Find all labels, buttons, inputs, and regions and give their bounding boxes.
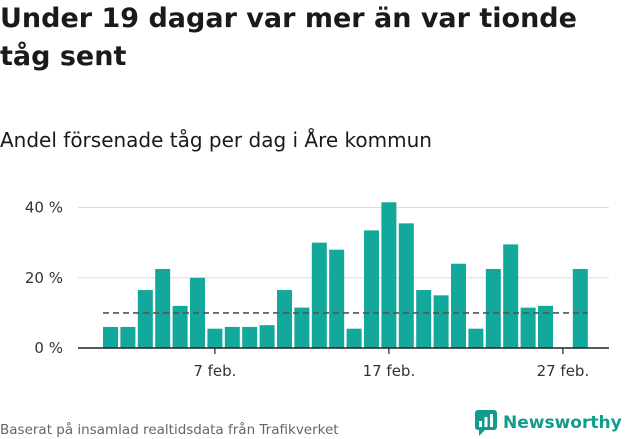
bar	[172, 305, 188, 348]
bar	[259, 325, 275, 348]
x-tick-label: 17 feb.	[363, 362, 416, 380]
bar	[120, 326, 136, 348]
bar	[433, 295, 449, 348]
bar	[224, 326, 240, 348]
brand-name: Newsworthy	[503, 413, 622, 433]
bar	[572, 269, 588, 348]
bar	[451, 263, 466, 348]
bar	[485, 269, 501, 348]
newsworthy-logo-icon	[475, 410, 497, 436]
bars	[103, 202, 588, 348]
bar	[329, 249, 345, 348]
y-axis-ticks: 0 % 20 % 40 %	[25, 199, 63, 357]
bar	[538, 305, 553, 348]
y-tick-label: 0 %	[34, 339, 63, 357]
bar	[294, 307, 310, 348]
bar	[346, 328, 362, 348]
bar	[503, 244, 519, 348]
bar	[520, 307, 536, 348]
y-tick-label: 20 %	[25, 269, 63, 287]
bar-chart: 0 % 20 % 40 % 7 feb. 17 feb. 27 feb.	[25, 199, 609, 380]
bar	[137, 290, 153, 348]
x-tick-label: 27 feb.	[537, 362, 590, 380]
bar	[103, 326, 118, 348]
brand-logo[interactable]: Newsworthy	[475, 408, 622, 438]
bar	[398, 223, 414, 348]
x-axis-ticks: 7 feb. 17 feb. 27 feb.	[193, 348, 589, 380]
chart-title: Under 19 dagar var mer än var tionde tåg…	[0, 3, 577, 72]
bar	[207, 328, 223, 348]
bar	[277, 290, 292, 348]
bar	[155, 269, 171, 348]
chart-subtitle: Andel försenade tåg per dag i Åre kommun	[0, 128, 432, 152]
bar	[416, 290, 432, 348]
source-note: Baserat på insamlad realtidsdata från Tr…	[0, 422, 339, 438]
x-tick-label: 7 feb.	[193, 362, 236, 380]
bar	[311, 242, 327, 348]
bar	[242, 326, 258, 348]
bar	[468, 328, 484, 348]
y-tick-label: 40 %	[25, 199, 63, 217]
bar	[381, 202, 397, 348]
bar	[364, 230, 379, 348]
